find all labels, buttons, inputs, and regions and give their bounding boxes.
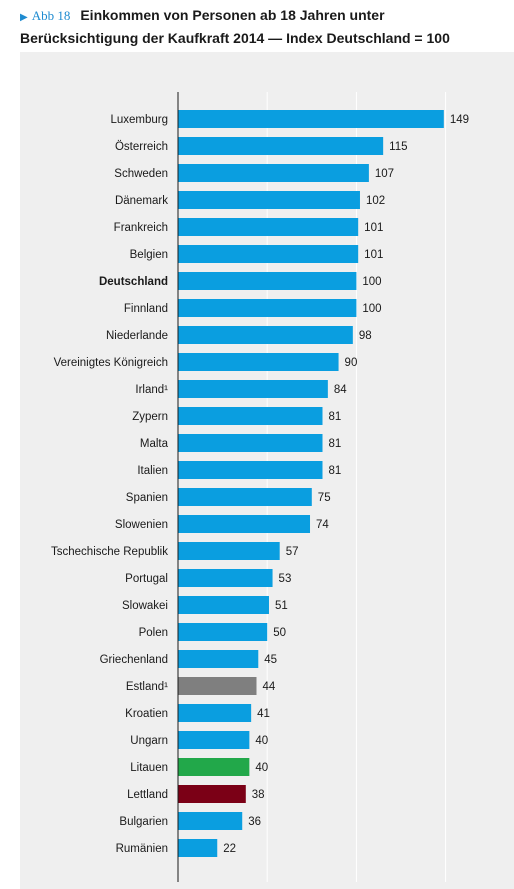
- bar-7: [178, 299, 357, 317]
- bar-3: [178, 191, 360, 209]
- bar-chart: Luxemburg 149 Österreich 115 Schweden 107 Däne…: [51, 92, 469, 882]
- bar-10: [178, 380, 328, 398]
- category-label: Schweden: [114, 168, 168, 180]
- category-label: Niederlande: [106, 330, 168, 342]
- bar-13: [178, 461, 323, 479]
- category-label: Litauen: [130, 762, 168, 774]
- bar-20: [178, 650, 259, 668]
- category-label: Kroatien: [125, 708, 168, 720]
- chart-title-2: Berücksichtigung der Kaufkraft 2014 — In…: [20, 30, 450, 46]
- value-label: 57: [286, 546, 299, 558]
- value-label: 81: [329, 438, 342, 450]
- category-label: Polen: [139, 627, 168, 639]
- category-label: Lettland: [127, 789, 168, 801]
- bar-26: [178, 812, 243, 830]
- value-label: 102: [366, 195, 385, 207]
- bar-12: [178, 434, 323, 452]
- category-label: Ungarn: [130, 735, 168, 747]
- value-label: 41: [257, 708, 270, 720]
- value-label: 101: [364, 249, 383, 261]
- value-label: 81: [329, 465, 342, 477]
- bar-16: [178, 542, 280, 560]
- category-label: Estland¹: [126, 681, 168, 693]
- figure-tag: ▶ Abb 18: [20, 8, 70, 23]
- category-label: Vereinigtes Königreich: [54, 357, 168, 369]
- bar-9: [178, 353, 339, 371]
- bar-18: [178, 596, 269, 614]
- value-label: 44: [262, 681, 275, 693]
- bar-21: [178, 677, 257, 695]
- bar-17: [178, 569, 273, 587]
- value-label: 74: [316, 519, 329, 531]
- value-label: 45: [264, 654, 277, 666]
- category-label: Bulgarien: [119, 816, 168, 828]
- value-label: 40: [255, 735, 268, 747]
- value-label: 107: [375, 168, 394, 180]
- category-label: Malta: [140, 438, 169, 450]
- bar-5: [178, 245, 359, 263]
- value-label: 22: [223, 843, 236, 855]
- bar-27: [178, 839, 218, 857]
- bar-14: [178, 488, 312, 506]
- value-label: 90: [345, 357, 358, 369]
- value-label: 40: [255, 762, 268, 774]
- value-label: 38: [252, 789, 265, 801]
- category-label: Italien: [137, 465, 168, 477]
- category-label: Irland¹: [135, 384, 168, 396]
- category-label: Slowenien: [115, 519, 168, 531]
- value-label: 115: [389, 141, 407, 153]
- bar-22: [178, 704, 252, 722]
- value-label: 149: [450, 114, 469, 126]
- value-label: 101: [364, 222, 383, 234]
- category-label: Zypern: [132, 411, 168, 423]
- category-label: Griechenland: [100, 654, 168, 666]
- value-label: 100: [362, 303, 381, 315]
- chart-panel: Luxemburg 149 Österreich 115 Schweden 107 Däne…: [20, 52, 514, 889]
- bar-19: [178, 623, 268, 641]
- value-label: 36: [248, 816, 261, 828]
- figure-header: ▶ Abb 18 Einkommen von Personen ab 18 Jahr…: [20, 5, 510, 48]
- triangle-right-icon: ▶: [20, 12, 28, 23]
- category-label: Frankreich: [114, 222, 168, 234]
- value-label: 53: [279, 573, 292, 585]
- category-label: Belgien: [130, 249, 168, 261]
- bar-23: [178, 731, 250, 749]
- category-label: Finnland: [124, 303, 168, 315]
- category-label: Spanien: [126, 492, 168, 504]
- bar-15: [178, 515, 311, 533]
- category-label: Luxemburg: [110, 114, 168, 126]
- value-label: 50: [273, 627, 286, 639]
- title-line-1: ▶ Abb 18 Einkommen von Personen ab 18 Jahr…: [20, 5, 510, 28]
- category-label: Tschechische Republik: [51, 546, 168, 558]
- bar-24: [178, 758, 250, 776]
- category-label: Portugal: [125, 573, 168, 585]
- bar-2: [178, 164, 369, 182]
- value-label: 100: [362, 276, 381, 288]
- bar-4: [178, 218, 359, 236]
- bar-25: [178, 785, 246, 803]
- bar-0: [178, 110, 444, 128]
- category-label: Rumänien: [116, 843, 168, 855]
- chart-title-1: Einkommen von Personen ab 18 Jahren unte…: [80, 7, 385, 23]
- value-label: 98: [359, 330, 372, 342]
- bar-8: [178, 326, 353, 344]
- value-label: 84: [334, 384, 347, 396]
- bar-6: [178, 272, 357, 290]
- category-label: Dänemark: [115, 195, 168, 207]
- category-label: Österreich: [115, 141, 168, 153]
- category-label: Deutschland: [99, 276, 168, 288]
- bar-1: [178, 137, 384, 155]
- bar-11: [178, 407, 323, 425]
- figure-tag-label: Abb 18: [31, 8, 71, 23]
- value-label: 51: [275, 600, 288, 612]
- value-label: 75: [318, 492, 331, 504]
- value-label: 81: [329, 411, 342, 423]
- category-label: Slowakei: [122, 600, 168, 612]
